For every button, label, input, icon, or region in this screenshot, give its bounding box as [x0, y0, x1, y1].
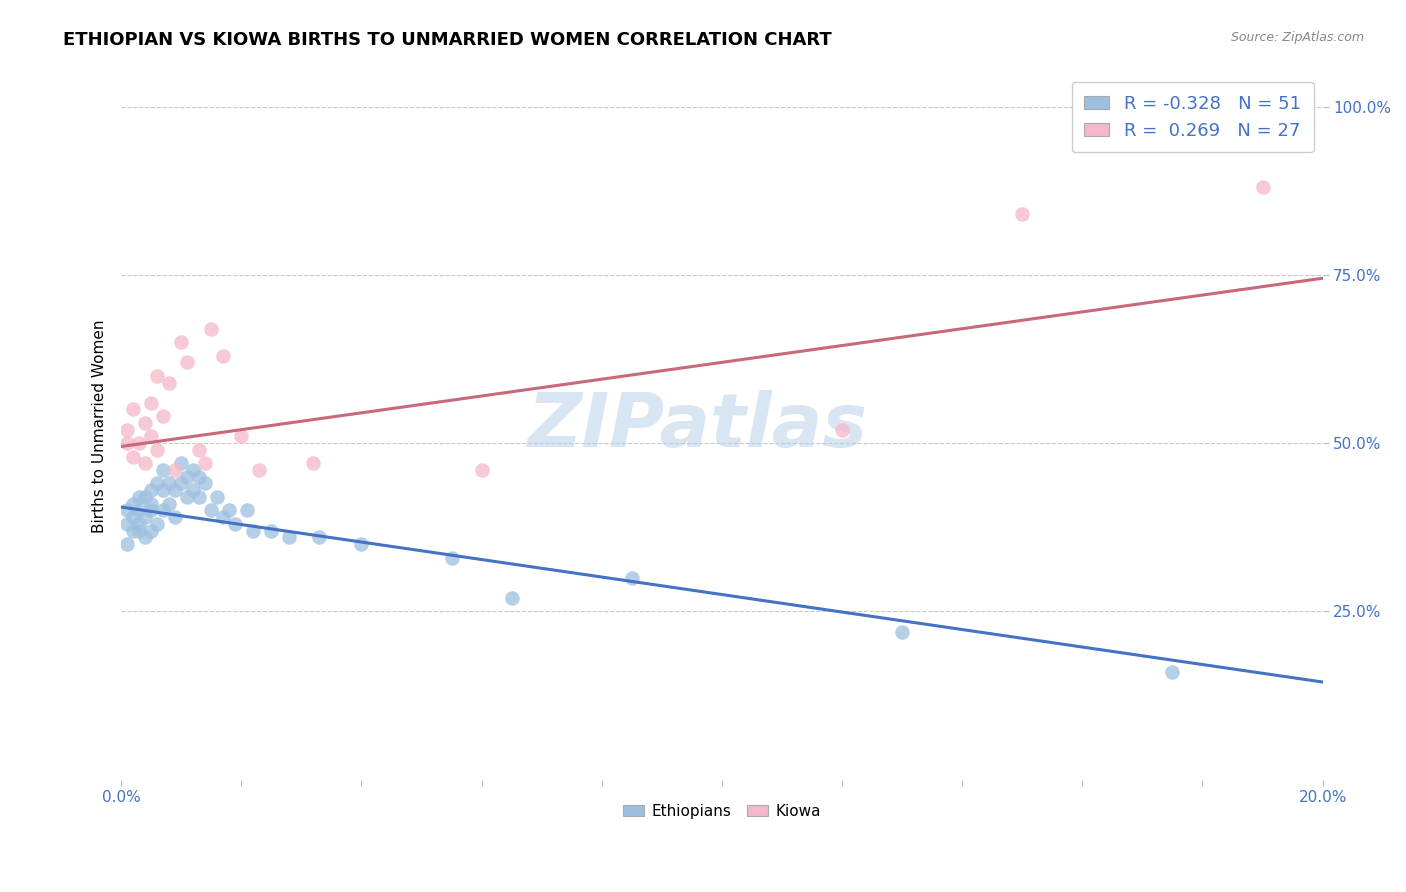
Point — [134, 416, 156, 430]
Point — [122, 497, 145, 511]
Point — [176, 490, 198, 504]
Point — [200, 322, 222, 336]
Point — [831, 423, 853, 437]
Point — [122, 402, 145, 417]
Point — [146, 516, 169, 531]
Point — [165, 463, 187, 477]
Point — [501, 591, 523, 605]
Point — [440, 550, 463, 565]
Point — [165, 483, 187, 498]
Point — [146, 476, 169, 491]
Point — [115, 537, 138, 551]
Text: ETHIOPIAN VS KIOWA BIRTHS TO UNMARRIED WOMEN CORRELATION CHART: ETHIOPIAN VS KIOWA BIRTHS TO UNMARRIED W… — [63, 31, 832, 49]
Point — [115, 423, 138, 437]
Point — [471, 463, 494, 477]
Y-axis label: Births to Unmarried Women: Births to Unmarried Women — [93, 319, 107, 533]
Point — [115, 516, 138, 531]
Point — [141, 429, 163, 443]
Point — [188, 490, 211, 504]
Text: ZIPatlas: ZIPatlas — [527, 390, 868, 463]
Point — [134, 510, 156, 524]
Point — [170, 456, 193, 470]
Point — [122, 524, 145, 538]
Point — [122, 510, 145, 524]
Legend: Ethiopians, Kiowa: Ethiopians, Kiowa — [616, 797, 827, 825]
Point — [891, 624, 914, 639]
Point — [152, 463, 174, 477]
Point — [212, 510, 235, 524]
Point — [146, 442, 169, 457]
Point — [181, 483, 204, 498]
Point — [260, 524, 283, 538]
Point — [218, 503, 240, 517]
Point — [128, 490, 150, 504]
Point — [157, 497, 180, 511]
Point — [194, 456, 217, 470]
Point — [236, 503, 259, 517]
Point — [141, 396, 163, 410]
Point — [231, 429, 253, 443]
Point — [170, 476, 193, 491]
Point — [128, 524, 150, 538]
Point — [141, 497, 163, 511]
Point — [128, 436, 150, 450]
Point — [212, 349, 235, 363]
Point — [128, 516, 150, 531]
Point — [181, 463, 204, 477]
Text: Source: ZipAtlas.com: Source: ZipAtlas.com — [1230, 31, 1364, 45]
Point — [188, 442, 211, 457]
Point — [141, 524, 163, 538]
Point — [152, 483, 174, 498]
Point — [1011, 207, 1033, 221]
Point — [170, 335, 193, 350]
Point — [350, 537, 373, 551]
Point — [302, 456, 325, 470]
Point — [278, 530, 301, 544]
Point — [115, 503, 138, 517]
Point — [1161, 665, 1184, 679]
Point — [122, 450, 145, 464]
Point — [194, 476, 217, 491]
Point — [620, 571, 643, 585]
Point — [165, 510, 187, 524]
Point — [247, 463, 270, 477]
Point — [128, 503, 150, 517]
Point — [134, 530, 156, 544]
Point — [134, 490, 156, 504]
Point — [308, 530, 330, 544]
Point — [146, 368, 169, 383]
Point — [176, 469, 198, 483]
Point — [200, 503, 222, 517]
Point — [141, 503, 163, 517]
Point — [188, 469, 211, 483]
Point — [141, 483, 163, 498]
Point — [157, 476, 180, 491]
Point — [207, 490, 229, 504]
Point — [157, 376, 180, 390]
Point — [152, 503, 174, 517]
Point — [152, 409, 174, 424]
Point — [224, 516, 246, 531]
Point — [1251, 180, 1274, 194]
Point — [134, 456, 156, 470]
Point — [176, 355, 198, 369]
Point — [115, 436, 138, 450]
Point — [242, 524, 264, 538]
